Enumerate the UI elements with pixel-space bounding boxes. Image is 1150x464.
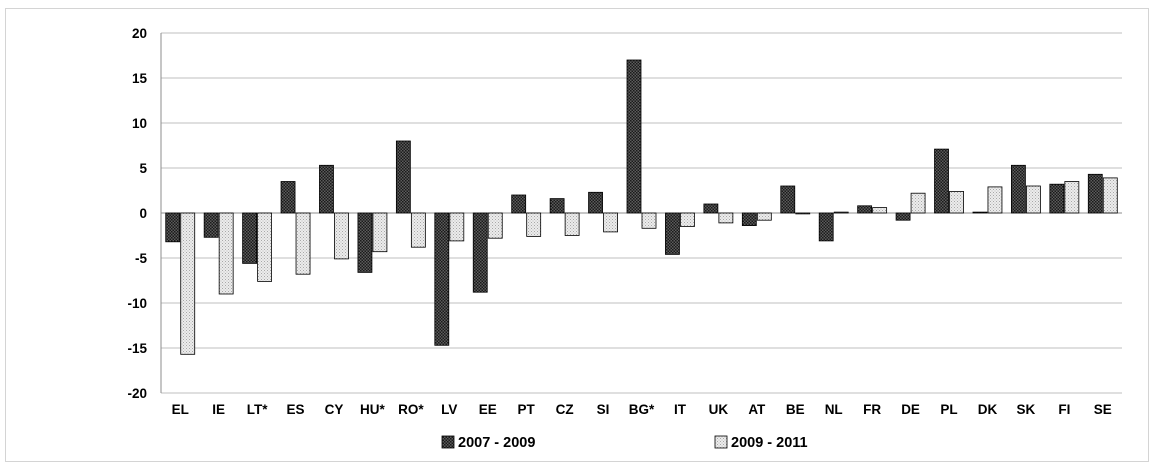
x-tick-label: SK [1017, 402, 1036, 417]
x-tick-label: DK [978, 402, 998, 417]
bar-2009-2011-cy [334, 212, 349, 260]
bar-2009-2011-it [680, 212, 695, 227]
bar-2007-2009-cy [319, 164, 334, 214]
x-tick-label: IT [674, 402, 687, 417]
legend-label: 2009 - 2011 [731, 435, 808, 451]
bar-2009-2011-at [756, 212, 772, 221]
bar-2009-2011-nl [833, 211, 849, 214]
bar-2009-2011-lt-star [257, 212, 273, 282]
bar-2009-2011-pl [949, 190, 964, 214]
chart-frame [5, 8, 1149, 462]
bar-2009-2011-hu-star [372, 212, 388, 253]
bar-2007-2009-ie [203, 212, 219, 238]
x-tick-label: ES [287, 402, 305, 417]
bar-2009-2011-lv [449, 212, 465, 242]
bar-2009-2011-si [603, 212, 618, 233]
bar-2009-2011-el [180, 212, 196, 355]
bar-2009-2011-bg-star [641, 212, 657, 229]
bar-2007-2009-si [588, 191, 603, 214]
bar-2009-2011-fi [1064, 181, 1080, 214]
bar-2009-2011-sk [1026, 185, 1041, 214]
bar-2007-2009-ee [472, 212, 488, 293]
y-tick-label: 5 [139, 161, 147, 176]
bar-2009-2011-cz [564, 212, 580, 236]
y-tick-label: -10 [127, 296, 147, 311]
y-tick-label: -5 [135, 251, 147, 266]
bar-2009-2011-uk [718, 212, 734, 224]
legend-swatch-1 [714, 435, 728, 449]
x-tick-label: SE [1094, 402, 1112, 417]
x-tick-label: AT [748, 402, 766, 417]
bar-2007-2009-hu-star [357, 212, 373, 273]
bar-2007-2009-fr [857, 205, 873, 214]
bars [165, 59, 1118, 355]
x-tick-label: UK [709, 402, 729, 417]
bar-2007-2009-bg-star [626, 59, 642, 214]
bar-2009-2011-pt [526, 212, 542, 237]
bar-2007-2009-es [280, 181, 296, 214]
bar-2009-2011-de [910, 192, 926, 214]
x-tick-label: PT [518, 402, 536, 417]
bar-2007-2009-pt [511, 194, 527, 214]
bar-2009-2011-fr [872, 207, 888, 214]
bar-2007-2009-se [1087, 173, 1103, 214]
legend-label: 2007 - 2009 [458, 435, 535, 451]
bar-2007-2009-lt-star [242, 212, 258, 264]
bar-2007-2009-pl [934, 148, 949, 214]
x-tick-label: HU* [360, 402, 385, 417]
x-tick-label: PL [940, 402, 957, 417]
x-tick-label: BE [786, 402, 805, 417]
x-tick-label: BG* [629, 402, 655, 417]
y-tick-label: 0 [139, 206, 147, 221]
legend: 2007 - 2009 2009 - 2011 [441, 435, 808, 451]
bar-2007-2009-el [165, 212, 181, 243]
bar-2007-2009-sk [1011, 164, 1026, 214]
x-tick-label: IE [212, 402, 225, 417]
bar-2007-2009-dk [972, 211, 988, 214]
bar-2007-2009-at [741, 212, 757, 226]
x-tick-label: SI [597, 402, 610, 417]
x-tick-label: CY [325, 402, 344, 417]
bar-2007-2009-be [780, 185, 796, 214]
y-tick-label: -15 [127, 341, 147, 356]
bar-2009-2011-ie [218, 212, 234, 295]
bar-2009-2011-be [795, 212, 811, 215]
tick-labels: 20 15 10 5 0 -5 -10 -15 -20 EL IE LT* ES CY HU* RO* LV EE… [127, 26, 1111, 417]
bar-2009-2011-ee [487, 212, 503, 239]
x-tick-label: EE [479, 402, 497, 417]
bar-2009-2011-se [1102, 177, 1118, 214]
legend-swatch-0 [441, 435, 455, 449]
x-tick-label: FR [863, 402, 881, 417]
bar-2009-2011-ro-star [410, 212, 426, 248]
x-tick-label: CZ [556, 402, 574, 417]
y-tick-label: 20 [132, 26, 147, 41]
bar-2007-2009-lv [434, 212, 450, 346]
x-tick-label: LT* [247, 402, 268, 417]
bar-2007-2009-it [665, 212, 680, 255]
bar-2007-2009-fi [1049, 183, 1065, 214]
x-tick-label: RO* [398, 402, 424, 417]
y-tick-label: 15 [132, 71, 148, 86]
bar-2007-2009-de [895, 212, 911, 221]
x-tick-label: EL [172, 402, 189, 417]
x-tick-label: NL [825, 402, 843, 417]
y-tick-label: -20 [127, 386, 147, 401]
x-tick-label: FI [1058, 402, 1070, 417]
bar-2007-2009-cz [549, 198, 565, 214]
bar-2007-2009-nl [818, 212, 834, 242]
bar-2007-2009-ro-star [395, 140, 411, 214]
y-tick-label: 10 [132, 116, 147, 131]
x-tick-label: LV [441, 402, 457, 417]
bar-2007-2009-uk [703, 203, 719, 214]
bar-2009-2011-dk [987, 186, 1003, 214]
bar-2009-2011-es [295, 212, 311, 275]
x-tick-label: DE [901, 402, 920, 417]
